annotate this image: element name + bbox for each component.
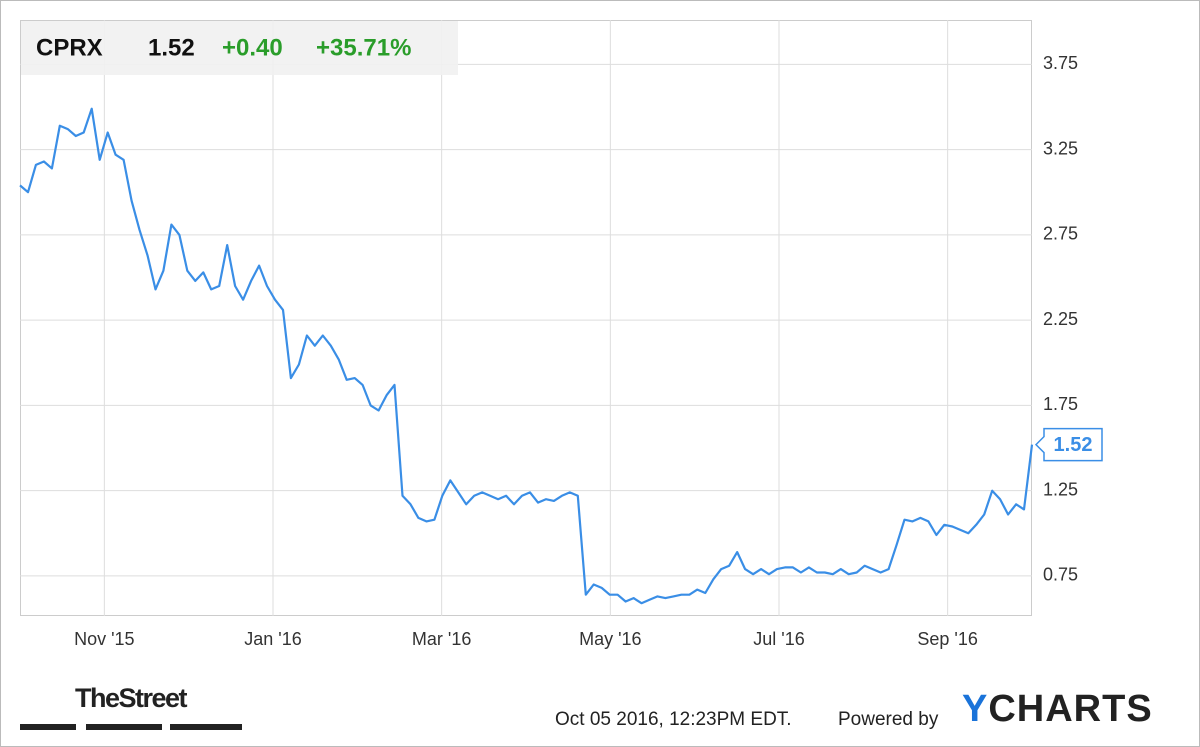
change: +0.40: [222, 34, 283, 61]
y-tick-label: 1.25: [1043, 479, 1078, 499]
last-value-flag: [1034, 427, 1103, 462]
timestamp: Oct 05 2016, 12:23PM EDT.: [555, 709, 792, 730]
series: [19, 107, 1034, 605]
brand-logo: YCHARTS: [962, 688, 1153, 730]
y-tick-label: 3.25: [1043, 138, 1078, 158]
logo-bar: [170, 724, 242, 730]
y-tick-label: 2.25: [1043, 309, 1078, 329]
price: 1.52: [148, 34, 195, 61]
y-tick-label: 0.75: [1043, 565, 1078, 585]
x-tick-label: Sep '16: [917, 629, 978, 649]
logo-bar: [86, 724, 162, 730]
grid: [20, 20, 1032, 616]
x-tick-label: Mar '16: [412, 629, 471, 649]
y-tick-label: 3.75: [1043, 53, 1078, 73]
x-tick-label: Nov '15: [74, 629, 134, 649]
last-value-label: 1.52: [1054, 434, 1093, 456]
header-box: [21, 21, 458, 75]
x-tick-label: Jan '16: [244, 629, 301, 649]
y-tick-label: 1.75: [1043, 394, 1078, 414]
logo-bar: [20, 724, 76, 730]
plot-area: [20, 20, 1032, 616]
source-logo: TheStreet: [75, 683, 188, 713]
y-tick-label: 2.75: [1043, 224, 1078, 244]
change-pct: +35.71%: [316, 34, 411, 61]
powered-by: Powered by: [838, 709, 939, 730]
ticker: CPRX: [36, 34, 103, 61]
price-line: [19, 107, 1034, 605]
x-tick-label: May '16: [579, 629, 641, 649]
x-tick-label: Jul '16: [753, 629, 804, 649]
